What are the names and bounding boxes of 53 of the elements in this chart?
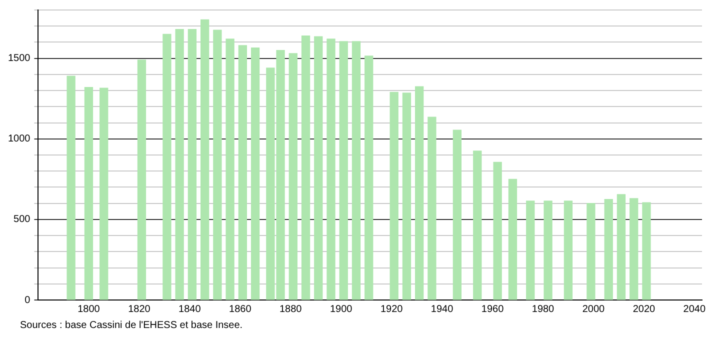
bar xyxy=(175,29,184,300)
bar xyxy=(301,35,310,300)
bar xyxy=(544,200,552,300)
bar xyxy=(226,38,234,300)
bar xyxy=(213,30,222,300)
bar xyxy=(364,56,374,300)
bar xyxy=(250,48,260,300)
bar xyxy=(642,202,651,300)
x-tick-label: 1960 xyxy=(481,304,504,315)
y-tick-label: 500 xyxy=(14,214,31,226)
bar xyxy=(352,41,361,300)
x-tick-label: 1820 xyxy=(128,304,151,315)
bar xyxy=(339,41,348,300)
x-tick-label: 2040 xyxy=(683,304,706,315)
bar xyxy=(493,162,502,300)
y-tick-label: 1000 xyxy=(8,134,31,145)
bar xyxy=(84,87,94,300)
x-tick-label: 1940 xyxy=(430,304,454,315)
bar xyxy=(473,150,482,300)
x-tick-label: 1860 xyxy=(229,304,252,315)
bar xyxy=(402,92,412,300)
bar xyxy=(586,203,596,300)
bar xyxy=(162,34,172,300)
bar xyxy=(200,19,210,300)
x-tick-label: 1980 xyxy=(532,304,555,315)
y-tick-label: 1500 xyxy=(8,53,31,64)
x-tick-label: 1880 xyxy=(280,304,302,315)
x-tick-label: 1920 xyxy=(380,304,404,315)
bar xyxy=(66,76,76,300)
bar xyxy=(616,194,626,300)
bar xyxy=(508,178,518,300)
bar xyxy=(564,200,573,300)
bar xyxy=(238,45,247,300)
bar xyxy=(137,60,146,300)
x-tick-label: 2000 xyxy=(582,304,606,315)
bar xyxy=(526,200,535,300)
source-note: Sources : base Cassini de l'EHESS et base Insee. xyxy=(20,320,243,331)
x-tick-label: 2020 xyxy=(632,304,656,315)
bar xyxy=(326,38,336,300)
bar xyxy=(452,130,462,300)
y-tick-label: 0 xyxy=(24,294,31,306)
bar xyxy=(188,29,197,300)
x-tick-label: 1900 xyxy=(330,304,353,315)
x-tick-label: 1800 xyxy=(78,304,100,315)
bar xyxy=(100,88,108,300)
bar xyxy=(604,198,613,300)
bar xyxy=(288,53,298,300)
bar xyxy=(428,116,436,300)
bar xyxy=(630,198,638,300)
bar xyxy=(415,86,424,300)
bar xyxy=(314,36,323,300)
x-tick-label: 1840 xyxy=(178,304,202,315)
bar xyxy=(390,92,398,300)
